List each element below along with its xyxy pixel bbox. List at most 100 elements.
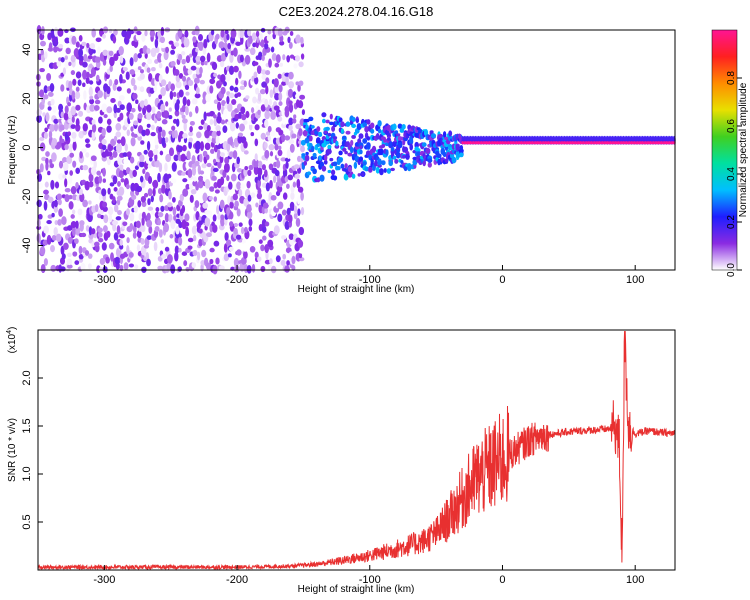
spectrogram-cell: [110, 252, 114, 262]
spectrogram-cell: [161, 119, 168, 125]
spectrogram-cell: [102, 49, 109, 56]
spectrogram-cell: [97, 227, 103, 233]
spectrogram-cell: [156, 110, 162, 119]
spectrogram-cell: [185, 91, 190, 96]
spectrogram-cell: [150, 66, 156, 72]
spectrogram-cell: [204, 209, 210, 215]
spectrogram-cell: [359, 149, 363, 155]
spectrogram-cell: [266, 34, 272, 42]
spectrogram-cell: [298, 80, 304, 87]
spectrogram-cell: [133, 53, 139, 63]
spectrogram-cell: [158, 62, 163, 69]
spectrogram-cell: [108, 50, 114, 57]
spectrogram-cell: [151, 106, 156, 114]
spectrogram-cell: [53, 45, 58, 53]
spectrogram-cell: [293, 212, 298, 220]
spectrogram-cell: [170, 49, 176, 55]
spectrogram-cell: [215, 135, 220, 146]
spectrogram-cell: [274, 62, 280, 68]
spectrogram-cell: [136, 30, 142, 36]
spectrogram-cell: [183, 121, 187, 132]
spectrogram-cell: [191, 155, 196, 164]
spectrogram-cell: [293, 114, 297, 119]
spectrogram-cell: [60, 111, 65, 119]
spectrogram-cell: [68, 143, 73, 153]
spectrogram-cell: [281, 133, 286, 143]
spectrogram-cell: [205, 262, 212, 271]
spectrogram-cell: [54, 181, 60, 189]
spectrogram-cell: [187, 68, 193, 75]
spectrogram-cell: [298, 128, 303, 137]
spectrogram-cell: [39, 142, 46, 152]
spectrogram-cell: [226, 121, 232, 126]
colorbar-tick-label: 0.6: [726, 119, 737, 133]
spectrogram-cell: [260, 132, 266, 140]
spectrogram-cell: [245, 95, 250, 100]
spectrogram-cell: [187, 237, 194, 243]
spectrogram-cell: [321, 165, 327, 172]
spectrogram-cell: [58, 43, 64, 49]
spectrogram-cell: [246, 180, 251, 189]
spectrogram-cell: [170, 60, 176, 67]
spectrogram-cell: [251, 75, 255, 82]
spectrogram-cell: [183, 37, 190, 48]
spectrogram-cell: [159, 194, 164, 203]
spectrogram-cell: [168, 107, 172, 112]
spectrogram-cell: [58, 160, 64, 169]
spectrogram-cell: [238, 111, 242, 120]
spectrogram-cell: [64, 194, 70, 203]
spectrogram-cell: [105, 256, 110, 264]
spectrogram-cell: [37, 53, 43, 61]
spectrogram-cell: [126, 245, 130, 255]
spectrogram-cell: [185, 222, 190, 227]
spectrogram-cell: [64, 60, 69, 69]
spectrogram-cell: [239, 28, 245, 39]
spectrogram-cell: [132, 92, 138, 100]
spectrogram-cell: [43, 131, 48, 140]
spectrogram-cell: [36, 114, 42, 123]
spectrogram-cell: [119, 239, 123, 246]
spectrogram-cell: [304, 137, 310, 144]
spectrogram-cell: [102, 59, 107, 66]
spectrogram-cell: [53, 226, 58, 236]
spectrogram-cell: [248, 218, 253, 227]
spectrogram-cell: [146, 111, 152, 121]
spectrogram-cell: [94, 99, 101, 105]
spectrogram-cell: [126, 88, 132, 94]
spectrogram-cell: [81, 41, 87, 47]
spectrogram-cell: [219, 152, 225, 158]
spectrogram-cell: [169, 90, 174, 100]
spectrogram-cell: [101, 138, 107, 145]
spectrogram-cell: [88, 226, 93, 236]
spectrogram-cell: [347, 166, 353, 173]
spectrogram-cell: [210, 29, 215, 36]
y-tick-label: 2.0: [21, 370, 33, 385]
spectrogram-cell: [278, 91, 283, 102]
spectrogram-cell: [75, 86, 80, 92]
spectrogram-cell: [70, 124, 76, 129]
spectrogram-cell: [187, 245, 193, 250]
spectrogram-cell: [191, 166, 197, 176]
spectrogram-cell: [338, 157, 343, 163]
spectrogram-cell: [94, 241, 100, 247]
spectrogram-cell: [243, 226, 248, 233]
spectrogram-cell: [173, 214, 177, 221]
spectrogram-cell: [204, 216, 211, 227]
spectrogram-cell: [147, 206, 154, 211]
spectrogram-cell: [126, 129, 130, 137]
spectrogram-cell: [243, 250, 248, 259]
spectrogram-cell: [399, 128, 405, 133]
spectrogram-cell: [66, 258, 73, 266]
spectrogram-cell: [168, 115, 173, 120]
spectrogram-cell: [386, 137, 391, 141]
spectrogram-cell: [96, 213, 102, 219]
spectrogram-cell: [185, 55, 191, 64]
spectrogram-cell: [223, 253, 230, 262]
spectrogram-cell: [392, 155, 397, 160]
spectrogram-cell: [285, 76, 289, 86]
spectrogram-cell: [181, 51, 186, 56]
spectrogram-cell: [278, 101, 283, 107]
spectrogram-cell: [107, 187, 111, 195]
spectrogram-cell: [70, 214, 75, 219]
snr-series-line: [37, 330, 676, 571]
